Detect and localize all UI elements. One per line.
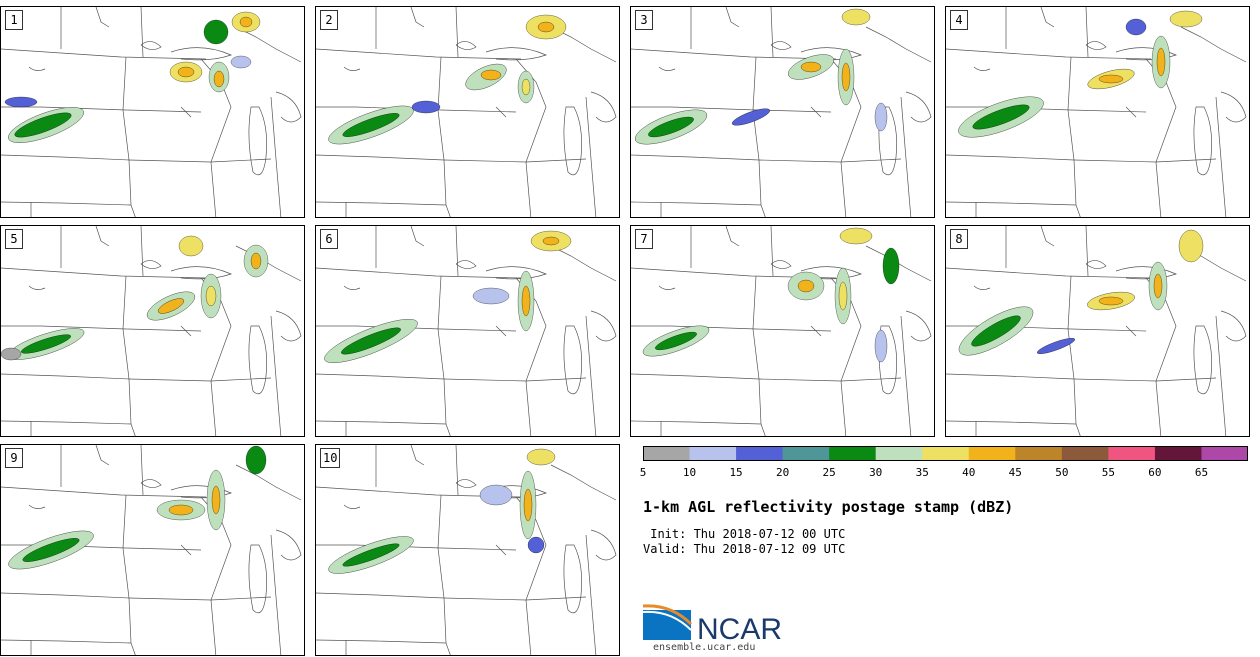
logo-url: ensemble.ucar.edu — [653, 642, 756, 653]
member-panel: 1 — [0, 6, 305, 218]
member-panel: 6 — [315, 225, 620, 437]
reflectivity-map — [316, 226, 617, 436]
member-number: 9 — [5, 448, 23, 468]
member-number: 10 — [320, 448, 341, 468]
member-number: 1 — [5, 10, 23, 30]
colorbar-segment — [829, 446, 877, 461]
colorbar-tick-label: 15 — [729, 466, 743, 479]
colorbar-tick-label: 50 — [1055, 466, 1069, 479]
member-number: 3 — [635, 10, 653, 30]
reflectivity-map — [631, 7, 932, 217]
member-number: 7 — [635, 229, 653, 249]
colorbar-tick-label: 30 — [869, 466, 883, 479]
member-panel: 10 — [315, 444, 620, 656]
colorbar-segment — [689, 446, 737, 461]
colorbar-segment — [968, 446, 1016, 461]
member-panel: 2 — [315, 6, 620, 218]
colorbar-tick-label: 45 — [1008, 466, 1022, 479]
colorbar — [643, 446, 1248, 461]
colorbar-segment — [1108, 446, 1156, 461]
member-number: 6 — [320, 229, 338, 249]
reflectivity-map — [316, 445, 617, 655]
member-number: 5 — [5, 229, 23, 249]
reflectivity-map — [946, 226, 1247, 436]
colorbar-segment — [1201, 446, 1248, 461]
colorbar-tick-label: 55 — [1101, 466, 1115, 479]
member-panel: 9 — [0, 444, 305, 656]
colorbar-segment — [643, 446, 691, 461]
colorbar-segment — [736, 446, 784, 461]
colorbar-tick-label: 65 — [1194, 466, 1209, 479]
logo-text: NCAR — [697, 613, 782, 644]
member-panel: 3 — [630, 6, 935, 218]
member-number: 4 — [950, 10, 968, 30]
colorbar-segment — [1154, 446, 1202, 461]
member-panel: 5 — [0, 225, 305, 437]
colorbar-segment — [1015, 446, 1063, 461]
colorbar-segment — [875, 446, 923, 461]
member-panel: 4 — [945, 6, 1250, 218]
reflectivity-map — [1, 445, 302, 655]
colorbar-tick-label: 35 — [915, 466, 929, 479]
logo-orange-arc — [643, 604, 693, 626]
colorbar-tick-label: 25 — [822, 466, 836, 479]
reflectivity-map — [1, 226, 302, 436]
reflectivity-map — [946, 7, 1247, 217]
member-number: 2 — [320, 10, 338, 30]
reflectivity-map — [1, 7, 302, 217]
colorbar-tick-label: 40 — [962, 466, 976, 479]
member-number: 8 — [950, 229, 968, 249]
colorbar-tick-label: 10 — [682, 466, 697, 479]
member-panel: 8 — [945, 225, 1250, 437]
colorbar-tick-label: 60 — [1148, 466, 1162, 479]
init-time: Init: Thu 2018-07-12 00 UTC — [643, 527, 846, 541]
valid-time: Valid: Thu 2018-07-12 09 UTC — [643, 542, 846, 556]
plot-title: 1-km AGL reflectivity postage stamp (dBZ… — [643, 498, 1014, 516]
ncar-logo: NCAR — [643, 604, 782, 644]
reflectivity-map — [631, 226, 932, 436]
colorbar-segment — [782, 446, 830, 461]
colorbar-segment — [922, 446, 970, 461]
reflectivity-map — [316, 7, 617, 217]
colorbar-segment — [1061, 446, 1109, 461]
colorbar-tick-label: 20 — [775, 466, 790, 479]
member-panel: 7 — [630, 225, 935, 437]
colorbar-tick-label: 5 — [639, 466, 647, 479]
